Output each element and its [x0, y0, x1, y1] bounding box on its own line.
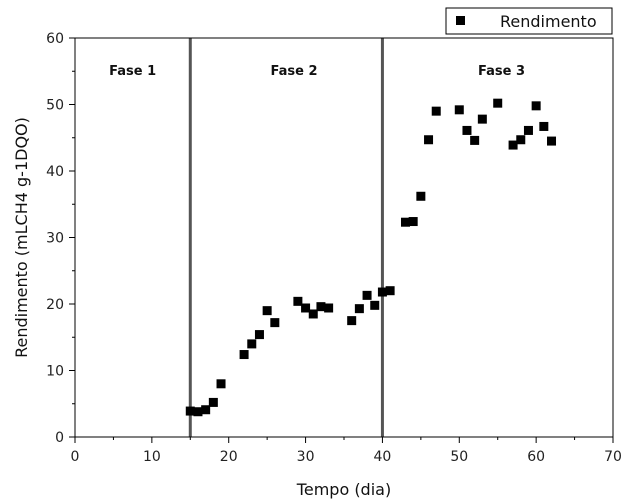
data-point — [508, 140, 518, 150]
data-point — [270, 318, 280, 328]
data-point — [431, 106, 441, 116]
phase-label: Fase 3 — [478, 64, 525, 79]
y-tick-label: 60 — [46, 31, 64, 47]
data-point — [370, 300, 380, 310]
data-points — [185, 98, 557, 417]
x-tick-label: 60 — [527, 449, 545, 465]
data-point — [516, 135, 526, 145]
data-point — [462, 125, 472, 135]
data-point — [408, 217, 418, 227]
data-point — [539, 121, 549, 131]
data-point — [216, 379, 226, 389]
data-point — [377, 287, 387, 297]
data-point — [301, 303, 311, 313]
y-tick-label: 50 — [46, 98, 64, 114]
data-point — [254, 330, 264, 340]
y-axis: 0 10 20 30 40 50 60 — [46, 31, 75, 446]
data-point — [523, 125, 533, 135]
data-point — [262, 306, 272, 316]
data-point — [547, 136, 557, 146]
data-point — [347, 316, 357, 326]
plot-frame — [74, 37, 614, 438]
legend-box — [445, 7, 613, 35]
y-axis-title: Rendimento (mLCH4 g-1DQO) — [12, 117, 31, 358]
x-tick-label: 50 — [450, 449, 468, 465]
y-tick-label: 10 — [46, 364, 64, 380]
data-point — [493, 98, 503, 108]
legend: Rendimento — [445, 7, 613, 35]
data-point — [531, 101, 541, 111]
data-point — [385, 286, 395, 296]
y-tick-label: 30 — [46, 231, 64, 247]
data-point — [454, 105, 464, 115]
data-point — [400, 217, 410, 227]
data-point — [185, 406, 195, 416]
data-point — [293, 296, 303, 306]
data-point — [247, 339, 257, 349]
data-point — [477, 114, 487, 124]
data-point — [316, 302, 326, 312]
data-point — [424, 135, 434, 145]
x-axis: 0 10 20 30 40 50 60 70 — [71, 437, 622, 465]
data-point — [416, 191, 426, 201]
x-tick-label: 10 — [143, 449, 161, 465]
y-tick-label: 20 — [46, 297, 64, 313]
data-point — [324, 303, 334, 313]
x-axis-title: Tempo (dia) — [296, 480, 391, 499]
phase-labels: Fase 1 Fase 2 Fase 3 — [109, 64, 525, 79]
y-tick-label: 0 — [55, 430, 64, 446]
phase-label: Fase 2 — [271, 64, 318, 79]
data-point — [470, 135, 480, 145]
x-tick-label: 20 — [220, 449, 238, 465]
data-point — [239, 350, 249, 360]
data-point — [308, 309, 318, 319]
x-tick-label: 0 — [71, 449, 80, 465]
y-tick-label: 40 — [46, 164, 64, 180]
data-point — [208, 397, 218, 407]
legend-label: Rendimento — [500, 12, 597, 31]
phase-label: Fase 1 — [109, 64, 156, 79]
data-point — [201, 405, 211, 415]
x-tick-label: 40 — [374, 449, 392, 465]
x-tick-label: 30 — [297, 449, 315, 465]
data-point — [193, 407, 203, 417]
data-point — [354, 304, 364, 314]
data-point — [362, 290, 372, 300]
phase-dividers — [188, 38, 384, 437]
x-tick-label: 70 — [604, 449, 622, 465]
legend-marker — [456, 16, 465, 25]
